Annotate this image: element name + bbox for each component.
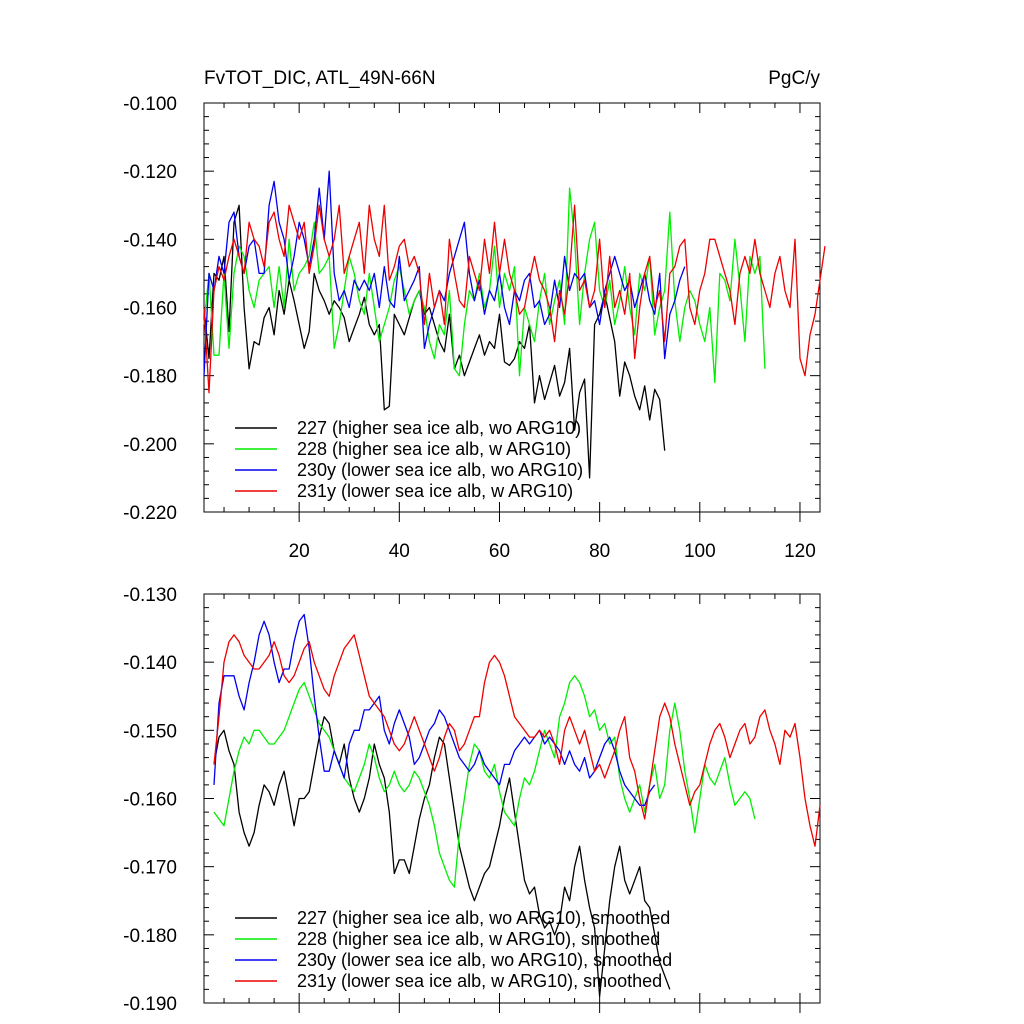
legend-label: 230y (lower sea ice alb, wo ARG10) [297,460,583,480]
series-lines-bottom [213,613,821,997]
y-tick-label: -0.140 [123,653,177,674]
y-tick-label: -0.120 [123,162,177,183]
x-tick-label: 60 [489,541,510,562]
y-tick-label: -0.180 [123,926,177,947]
x-tick-label: 100 [684,541,716,562]
x-tick-label: 80 [589,541,610,562]
legend-label: 228 (higher sea ice alb, w ARG10) [297,439,571,459]
series-line-2 [213,675,756,888]
legend-label: 227 (higher sea ice alb, wo ARG10) [297,418,581,438]
y-tick-label: -0.150 [123,721,177,742]
x-tick-labels-top: 20 40 60 80 100 120 [289,541,816,562]
y-tick-label: -0.190 [123,994,177,1015]
y-tick-label: -0.160 [123,299,177,320]
y-tick-label: -0.100 [123,94,177,115]
y-tick-label: -0.170 [123,858,177,879]
y-tick-label: -0.200 [123,435,177,456]
series-line-3 [213,613,656,806]
series-line-3 [203,170,686,376]
panel-top: FvTOT_DIC, ATL_49N-66N PgC/y -0.100 -0.12… [123,68,826,562]
series-line-1 [213,716,671,997]
x-tick-label: 20 [289,541,310,562]
y-tick-label: -0.220 [123,503,177,524]
legend-top: 227 (higher sea ice alb, wo ARG10)228 (h… [235,418,583,501]
legend-label: 231y (lower sea ice alb, w ARG10) [297,481,573,501]
series-line-2 [203,187,766,384]
series-line-4 [213,634,821,847]
legend-bottom: 227 (higher sea ice alb, wo ARG10), smoo… [235,908,672,991]
axis-ticks-bottom [204,593,820,1013]
panel-bottom: -0.130 -0.140 -0.150 -0.160 -0.170 -0.180 -0.1… [123,585,821,1015]
series-line-1 [203,204,666,479]
x-tick-label: 40 [389,541,410,562]
chart-title: FvTOT_DIC, ATL_49N-66N [204,68,436,89]
y-tick-label: -0.160 [123,790,177,811]
x-tick-label: 120 [784,541,816,562]
legend-label: 227 (higher sea ice alb, wo ARG10), smoo… [297,908,670,928]
y-tick-labels-bottom: -0.130 -0.140 -0.150 -0.160 -0.170 -0.180 -0.1… [123,585,177,1015]
y-tick-labels-top: -0.100 -0.120 -0.140 -0.160 -0.180 -0.200 -0.2… [123,94,177,524]
legend-label: 230y (lower sea ice alb, wo ARG10), smoo… [297,950,672,970]
y-tick-label: -0.130 [123,585,177,606]
legend-label: 228 (higher sea ice alb, w ARG10), smoot… [297,929,660,949]
y-tick-label: -0.140 [123,230,177,251]
y-tick-label: -0.180 [123,367,177,388]
units-label: PgC/y [768,68,820,89]
series-line-4 [203,204,826,394]
legend-label: 231y (lower sea ice alb, w ARG10), smoot… [297,971,662,991]
series-lines-top [203,170,826,479]
